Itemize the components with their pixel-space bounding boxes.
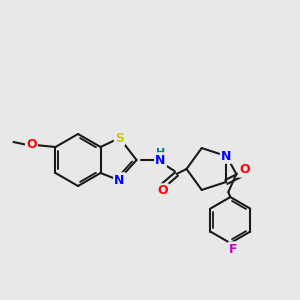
Text: H: H	[156, 148, 165, 158]
Text: N: N	[221, 150, 232, 163]
Text: O: O	[26, 139, 37, 152]
Text: N: N	[155, 154, 166, 166]
Text: F: F	[229, 243, 238, 256]
Text: N: N	[114, 173, 125, 187]
Text: S: S	[115, 131, 124, 145]
Text: O: O	[157, 184, 168, 197]
Text: O: O	[239, 164, 250, 176]
